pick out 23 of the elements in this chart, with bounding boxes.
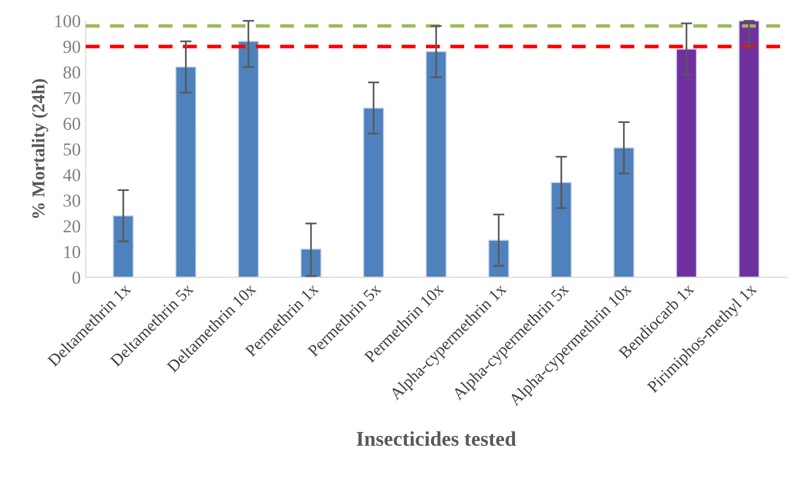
y-axis-title: % Mortality (24h): [32, 79, 48, 218]
y-tick-label: 40: [63, 168, 80, 182]
y-tick-label: 30: [64, 194, 80, 207]
bar: [363, 107, 384, 278]
bar: [613, 147, 634, 278]
y-tick-label: 100: [55, 15, 80, 28]
bar: [488, 240, 510, 278]
bar: [738, 20, 760, 278]
y-tick-label: 90: [63, 40, 80, 53]
y-tick-label: 0: [72, 272, 80, 284]
bar: [238, 40, 259, 278]
bar: [426, 51, 447, 278]
y-tick-label: 70: [64, 92, 80, 104]
y-tick-label: 50: [64, 143, 80, 156]
bar: [112, 215, 134, 278]
y-tick-label: 10: [64, 246, 80, 258]
y-tick-label: 60: [64, 118, 80, 130]
bar: [550, 182, 572, 278]
x-axis-title: Insecticides tested: [356, 431, 516, 446]
y-tick-label: 20: [64, 220, 80, 232]
y-tick-label: 80: [63, 66, 80, 79]
bar: [676, 48, 698, 278]
bar: [175, 66, 196, 278]
